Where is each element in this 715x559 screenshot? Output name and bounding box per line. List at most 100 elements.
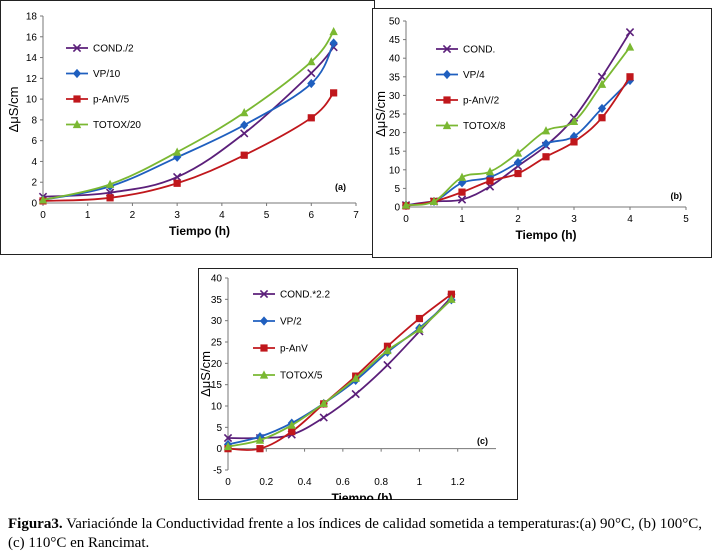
data-point [541, 126, 551, 135]
data-point [597, 72, 607, 81]
legend-entry: VP/10 [66, 68, 121, 80]
legend-marker [442, 120, 452, 130]
data-point [240, 151, 248, 159]
data-point [447, 290, 455, 298]
chart-c-x-tick-label: 0 [225, 477, 231, 488]
chart-c-y-tick-label: 10 [211, 402, 223, 413]
data-point [351, 373, 360, 382]
chart-c-y-axis-title: ΔμS/cm [198, 351, 213, 397]
chart-c-y-tick-label: 0 [216, 444, 222, 455]
chart-c-y-tick-label: 15 [211, 380, 223, 391]
chart-a-x-tick-label: 7 [353, 210, 359, 221]
data-point [513, 157, 523, 167]
data-point [38, 195, 48, 204]
chart-a-x-tick-label: 3 [174, 210, 180, 221]
legend-entry: TOTOX/8 [436, 120, 506, 132]
legend-marker [260, 344, 268, 352]
legend-label: p-AnV/5 [93, 95, 130, 106]
legend-marker [72, 119, 82, 129]
data-point [255, 435, 265, 444]
data-point [223, 441, 233, 451]
data-point [457, 172, 467, 181]
data-point [415, 324, 424, 333]
data-point [307, 57, 316, 66]
data-point [570, 138, 578, 146]
data-point [625, 42, 635, 51]
legend-entry: VP/2 [253, 316, 302, 328]
chart-a-x-tick-label: 1 [85, 210, 91, 221]
legend-marker [72, 68, 82, 79]
chart-a-x-tick-label: 0 [40, 210, 46, 221]
data-point [598, 114, 606, 122]
chart-a-frame [0, 0, 375, 255]
chart-a-y-tick-label: 0 [31, 199, 37, 210]
data-point [447, 294, 456, 303]
chart-b-x-tick-label: 4 [627, 214, 633, 225]
data-point [597, 103, 607, 114]
data-point [256, 445, 264, 453]
chart-c-x-tick-label: 1 [417, 477, 423, 488]
chart-a-y-tick-label: 2 [31, 178, 37, 189]
data-point [458, 188, 466, 196]
chart-c-y-tick-label: 20 [211, 359, 223, 370]
chart-c-x-tick-label: 0.2 [259, 477, 273, 488]
chart-c-y-tick-label: 30 [211, 316, 223, 327]
chart-a-y-axis-title: ΔμS/cm [6, 87, 21, 133]
data-point [542, 153, 550, 161]
chart-b-y-tick-label: 5 [394, 184, 400, 195]
data-point [513, 148, 523, 157]
data-point [307, 114, 315, 122]
chart-a-y-tick-label: 16 [26, 32, 38, 43]
legend-entry: p-AnV/2 [436, 96, 500, 107]
legend-marker [73, 95, 81, 103]
data-point [288, 428, 296, 436]
chart-a-y-tick-label: 14 [26, 53, 38, 64]
chart-b-y-tick-label: 0 [394, 203, 400, 214]
chart-b-y-tick-label: 20 [389, 128, 401, 139]
chart-b-x-tick-label: 2 [515, 214, 521, 225]
data-point [106, 194, 114, 202]
data-point [383, 360, 392, 370]
chart-b-y-tick-label: 15 [389, 147, 401, 158]
legend-label: TOTOX/5 [280, 371, 323, 382]
legend-label: VP/10 [93, 69, 121, 80]
data-point [569, 116, 579, 126]
data-point [541, 139, 551, 149]
chart-c-y-tick-label: 40 [211, 274, 223, 285]
data-point [457, 178, 467, 188]
legend-label: COND./2 [93, 44, 134, 55]
data-point [457, 195, 467, 204]
legend-entry: TOTOX/20 [66, 119, 141, 131]
chart-c-y-tick-label: -5 [213, 466, 222, 477]
data-point [383, 345, 392, 355]
legend-entry: p-AnV/5 [66, 95, 130, 106]
caption-label: Figura3. [8, 516, 63, 532]
legend-label: VP/2 [280, 317, 302, 328]
data-point [105, 179, 115, 188]
data-point [415, 314, 424, 323]
legend-label: TOTOX/20 [93, 120, 141, 131]
chart-b-y-axis-title: ΔμS/cm [373, 91, 388, 137]
data-point [319, 398, 328, 408]
chart-a-y-tick-label: 10 [26, 95, 38, 106]
data-point [240, 120, 249, 130]
legend-label: COND.*2.2 [280, 290, 330, 301]
legend-entry: COND./2 [66, 44, 134, 55]
data-point [625, 27, 635, 37]
chart-b-x-tick-label: 0 [403, 214, 409, 225]
chart-c-x-tick-label: 0.4 [298, 477, 312, 488]
chart-b-y-tick-label: 30 [389, 91, 401, 102]
chart-c-y-tick-label: 35 [211, 295, 223, 306]
chart-a-x-axis-title: Tiempo (h) [169, 224, 230, 238]
legend-entry: COND.*2.2 [253, 290, 330, 301]
legend-entry: VP/4 [436, 69, 485, 81]
chart-b-x-tick-label: 5 [683, 214, 689, 225]
chart-a-y-tick-label: 12 [26, 74, 38, 85]
chart-b-x-tick-label: 1 [459, 214, 465, 225]
chart-c-x-tick-label: 0.6 [336, 477, 350, 488]
chart-a-panel-label: (a) [335, 182, 346, 192]
data-point [223, 433, 233, 443]
chart-c-y-tick-label: 25 [211, 338, 223, 349]
